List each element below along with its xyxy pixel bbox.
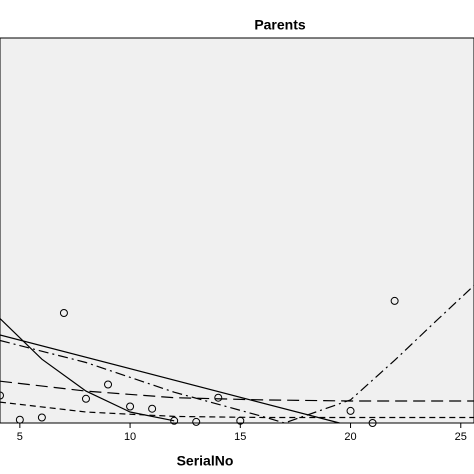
x-tick-label: 15 xyxy=(234,431,246,443)
data-point xyxy=(15,415,24,424)
data-point xyxy=(236,416,245,425)
plot-area xyxy=(0,37,474,424)
data-point xyxy=(148,404,157,413)
data-point xyxy=(104,380,113,389)
x-axis-label: SerialNo xyxy=(177,453,234,469)
data-point xyxy=(37,413,46,422)
x-tick-label: 20 xyxy=(344,431,356,443)
fit-curve xyxy=(0,334,340,424)
data-point xyxy=(0,391,4,400)
data-point xyxy=(390,296,399,305)
x-tick-label: 5 xyxy=(17,431,23,443)
data-point xyxy=(214,393,223,402)
data-point xyxy=(59,309,68,317)
data-point xyxy=(346,406,355,415)
data-point xyxy=(126,402,135,411)
chart-title: Parents xyxy=(254,17,306,33)
data-point xyxy=(368,419,377,427)
fit-curve xyxy=(0,285,474,424)
fit-curve xyxy=(0,401,474,419)
x-tick-label: 10 xyxy=(124,431,136,443)
data-point xyxy=(192,417,201,426)
fit-curve xyxy=(0,380,474,402)
data-point xyxy=(170,416,179,425)
x-tick-label: 25 xyxy=(455,431,467,443)
data-point xyxy=(81,394,90,403)
